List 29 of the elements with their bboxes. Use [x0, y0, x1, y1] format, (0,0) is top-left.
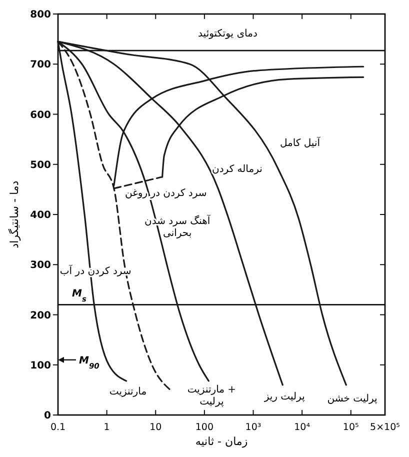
annotation: سرد کردن در روغن	[125, 188, 207, 199]
y-tick-label: 400	[30, 210, 52, 221]
legend-label: دمای یوتکتوئید	[198, 28, 258, 40]
x-tick-label: 10⁴	[294, 422, 310, 433]
y-tick-label: 100	[30, 360, 52, 372]
x-tick-label: 5×10⁵	[370, 422, 400, 433]
annotation: پرلیت ریز	[263, 392, 306, 403]
annotation: آنیل کامل	[280, 136, 322, 149]
annotation: M$_{90}$	[79, 355, 100, 370]
x-tick-label: 10³	[245, 422, 262, 433]
annotation: نرماله کردن	[212, 164, 262, 175]
y-tick-label: 500	[30, 160, 52, 171]
ref-line-label: M$_{s}$	[72, 288, 87, 304]
annotation: پرلیت خشن	[327, 394, 378, 405]
y-tick-label: 0	[44, 410, 52, 422]
y-tick-label: 800	[30, 10, 52, 20]
x-tick-label: 0.1	[50, 422, 66, 433]
y-tick-label: 200	[30, 310, 52, 322]
y-tick-label: 600	[30, 110, 52, 121]
y-tick-label: 700	[30, 60, 52, 71]
x-tick-label: 1	[104, 422, 110, 433]
x-axis-title: زمان - ثانیه	[195, 435, 248, 448]
x-tick-label: 10	[150, 422, 162, 433]
y-axis-title: دما - سانتیگراد	[8, 180, 21, 248]
annotation: مارتنزیت + پرلیت	[187, 384, 236, 408]
x-tick-label: 100	[195, 422, 214, 433]
x-tick-label: 10⁵	[342, 422, 360, 433]
y-tick-label: 300	[30, 260, 52, 272]
annotation: مارتنزیت	[109, 386, 147, 398]
